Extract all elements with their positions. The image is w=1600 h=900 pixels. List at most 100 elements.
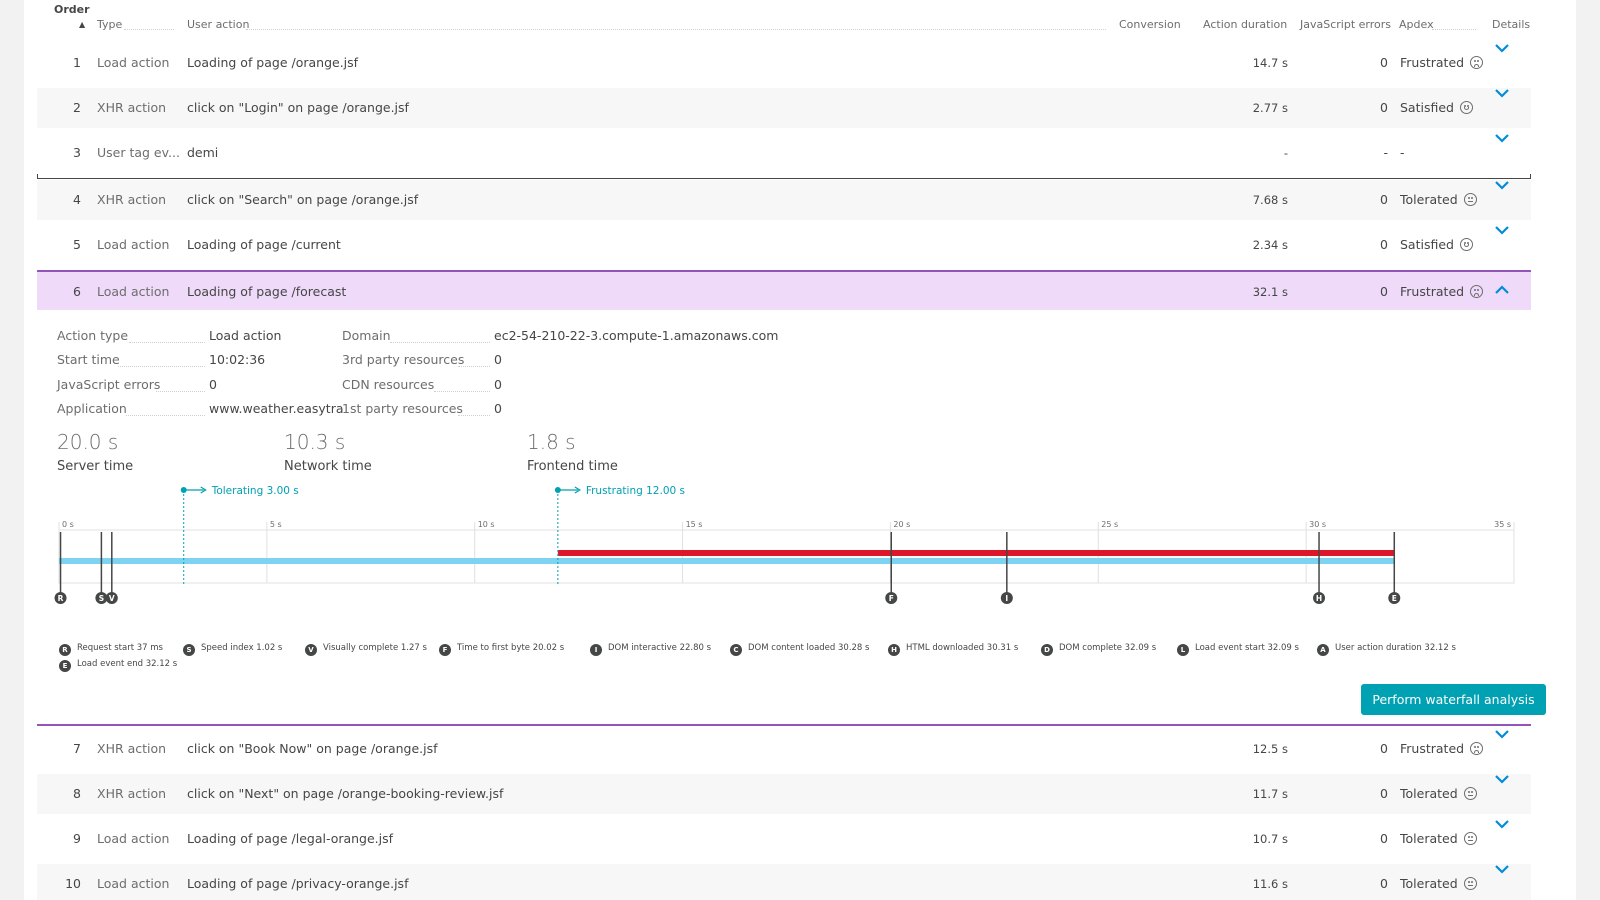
legend-label: DOM interactive 22.80 s [608, 643, 712, 653]
timeline-marker-badge [1388, 592, 1401, 604]
row-order: 2 [73, 100, 81, 115]
table-row[interactable]: 5 Load action Loading of page /current 2… [37, 225, 1531, 265]
chevron-down-icon[interactable] [1495, 225, 1509, 235]
detail-action-type: Load action [209, 328, 282, 343]
row-user-action[interactable]: Loading of page /orange.jsf [187, 55, 359, 70]
table-row[interactable]: 2 XHR action click on "Login" on page /o… [37, 88, 1531, 128]
user-actions-panel: Order ▲ Type User action Conversion Acti… [24, 0, 1576, 900]
perform-waterfall-analysis-button[interactable]: Perform waterfall analysis [1361, 684, 1546, 715]
col-header-type[interactable]: Type [97, 18, 123, 31]
timeline-marker-letter: H [1316, 594, 1322, 603]
col-header-user-action[interactable]: User action [187, 18, 250, 31]
row-user-action[interactable]: click on "Book Now" on page /orange.jsf [187, 741, 438, 756]
timeline-marker-letter: E [1392, 594, 1397, 603]
row-type: Load action [97, 284, 170, 299]
legend-label: Speed index 1.02 s [201, 643, 283, 653]
row-duration: 12.5 s [1252, 742, 1288, 756]
chevron-down-icon[interactable] [1495, 729, 1509, 739]
detail-label-domain: Domain [342, 328, 391, 343]
row-order: 4 [73, 192, 81, 207]
legend-item: C DOM content loaded 30.28 s [730, 643, 869, 656]
row-user-action[interactable]: click on "Login" on page /orange.jsf [187, 100, 409, 115]
row-js-errors: - [1383, 145, 1388, 160]
apdex-label: Frustrated [1400, 284, 1465, 299]
row-js-errors: 0 [1380, 741, 1388, 756]
row-user-action[interactable]: Loading of page /forecast [187, 284, 347, 299]
row-duration: 11.6 s [1252, 877, 1288, 891]
table-row[interactable]: 1 Load action Loading of page /orange.js… [37, 43, 1531, 83]
col-header-order[interactable]: Order [54, 3, 90, 16]
legend-badge: I [590, 644, 602, 656]
detail-domain: ec2-54-210-22-3.compute-1.amazonaws.com [494, 328, 779, 343]
timeline-tick-label: 15 s [686, 520, 703, 529]
chevron-down-icon[interactable] [1495, 819, 1509, 829]
header-divider [124, 29, 174, 30]
row-js-errors: 0 [1380, 192, 1388, 207]
chevron-down-icon[interactable] [1495, 133, 1509, 143]
legend-item: E Load event end 32.12 s [59, 659, 177, 672]
col-header-apdex[interactable]: Apdex [1399, 18, 1434, 31]
selected-section-divider [37, 724, 1531, 726]
tolerated-face-icon [1463, 832, 1477, 845]
table-row[interactable]: 3 User tag ev... demi - - - [37, 133, 1531, 173]
row-user-action[interactable]: Loading of page /legal-orange.jsf [187, 831, 394, 846]
legend-item: S Speed index 1.02 s [183, 643, 282, 656]
sort-asc-icon[interactable]: ▲ [79, 20, 86, 29]
row-user-action[interactable]: Loading of page /privacy-orange.jsf [187, 876, 409, 891]
row-order: 6 [73, 284, 81, 299]
row-js-errors: 0 [1380, 55, 1388, 70]
chevron-down-icon[interactable] [1495, 180, 1509, 190]
row-type: Load action [97, 237, 170, 252]
chevron-down-icon[interactable] [1495, 864, 1509, 874]
table-row[interactable]: 7 XHR action click on "Book Now" on page… [37, 729, 1531, 769]
detail-start-time: 10:02:36 [209, 352, 266, 367]
detail-divider [458, 415, 490, 416]
table-row[interactable]: 8 XHR action click on "Next" on page /or… [37, 774, 1531, 814]
row-duration: 2.34 s [1252, 238, 1288, 252]
row-apdex: Frustrated [1400, 729, 1484, 769]
row-apdex: Satisfied [1400, 88, 1473, 128]
detail-label-first-party: 1st party resources [342, 401, 463, 416]
tolerated-face-icon [1463, 787, 1477, 800]
col-header-details[interactable]: Details [1492, 18, 1531, 31]
table-row[interactable]: 9 Load action Loading of page /legal-ora… [37, 819, 1531, 859]
chevron-down-icon[interactable] [1495, 88, 1509, 98]
timeline-tick-label: 20 s [893, 520, 910, 529]
apdex-label: Tolerated [1400, 876, 1458, 891]
row-user-action[interactable]: demi [187, 145, 219, 160]
timeline-frustrated-bar [557, 550, 1395, 556]
legend-badge: R [59, 644, 71, 656]
chevron-up-icon[interactable] [1495, 285, 1509, 295]
detail-divider [434, 391, 490, 392]
table-row[interactable]: 10 Load action Loading of page /privacy-… [37, 864, 1531, 900]
row-user-action[interactable]: Loading of page /current [187, 237, 341, 252]
detail-divider [390, 342, 490, 343]
col-header-action-duration[interactable]: Action duration [1203, 18, 1288, 31]
col-header-conversion[interactable]: Conversion [1119, 18, 1181, 31]
table-row[interactable]: 4 XHR action click on "Search" on page /… [37, 180, 1531, 220]
legend-item: F Time to first byte 20.02 s [439, 643, 564, 656]
timeline-marker-badge [54, 592, 67, 604]
row-type: Load action [97, 831, 170, 846]
network-time-label: Network time [284, 459, 372, 474]
chevron-down-icon[interactable] [1495, 774, 1509, 784]
table-row-selected[interactable]: 6 Load action Loading of page /forecast … [37, 270, 1531, 310]
frustrated-face-icon [1470, 742, 1484, 755]
row-apdex: Frustrated [1400, 272, 1484, 312]
legend-label: HTML downloaded 30.31 s [906, 643, 1019, 653]
col-header-js-errors[interactable]: JavaScript errors [1300, 18, 1391, 31]
timeline-duration-bar [59, 558, 1395, 564]
detail-divider [118, 366, 205, 367]
detail-application[interactable]: www.weather.easytra [209, 401, 344, 416]
row-user-action[interactable]: click on "Search" on page /orange.jsf [187, 192, 419, 207]
row-type: XHR action [97, 786, 167, 801]
frontend-time-label: Frontend time [527, 459, 618, 474]
row-user-action[interactable]: click on "Next" on page /orange-booking-… [187, 786, 504, 801]
detail-label-third-party: 3rd party resources [342, 352, 465, 367]
row-duration: 32.1 s [1252, 285, 1288, 299]
timeline-frame [58, 529, 1515, 584]
chevron-down-icon[interactable] [1495, 43, 1509, 53]
legend-label: Load event end 32.12 s [77, 659, 178, 669]
row-apdex: Tolerated [1400, 774, 1477, 814]
server-time-value: 20.0 s [57, 430, 119, 454]
